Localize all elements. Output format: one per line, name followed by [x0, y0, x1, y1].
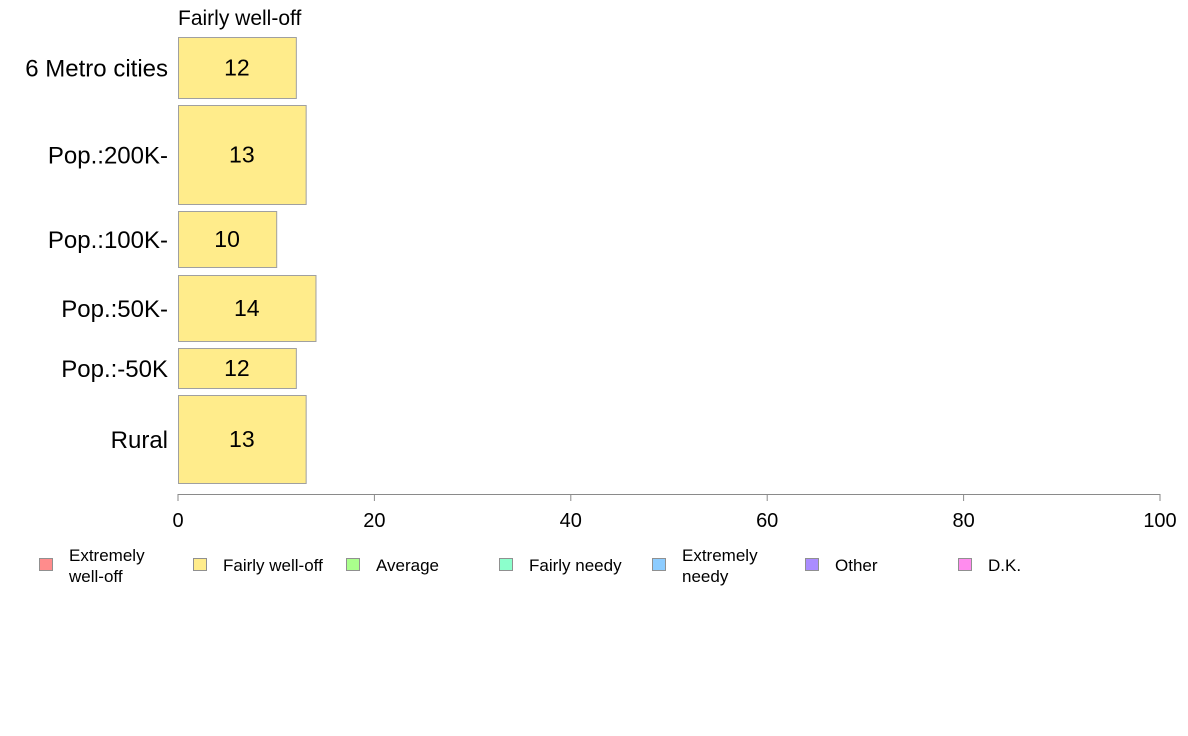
legend-swatch-1	[193, 558, 207, 571]
legend-swatch-5	[805, 558, 819, 571]
x-tick-label-0: 0	[172, 510, 183, 532]
legend-swatch-4	[652, 558, 666, 571]
legend-label-0-line-0: Extremely	[69, 546, 145, 565]
category-label-5: Rural	[111, 427, 168, 454]
legend-label-5: Other	[835, 556, 878, 575]
data-label-2: 10	[214, 226, 240, 252]
legend: Extremely well-off Fairly well-off Average F…	[39, 546, 1021, 586]
legend-label-0-line-1: well-off	[68, 567, 123, 586]
legend-label-4-line-1: needy	[682, 567, 729, 586]
x-tick-label-5: 100	[1143, 510, 1176, 532]
data-label-0: 12	[224, 55, 250, 81]
bar-1	[178, 105, 307, 205]
bar-3	[178, 275, 317, 342]
bar-5	[178, 395, 307, 484]
x-tick-label-4: 80	[952, 510, 974, 532]
data-label-5: 13	[229, 426, 255, 452]
x-tick-label-1: 20	[363, 510, 385, 532]
legend-label-1: Fairly well-off	[223, 556, 323, 575]
bar-0	[178, 37, 297, 99]
legend-swatch-3	[499, 558, 513, 571]
x-axis: 0 20 40 60 80 100	[172, 494, 1177, 532]
data-label-4: 12	[224, 355, 250, 381]
legend-swatch-0	[39, 558, 53, 571]
legend-label-4-line-0: Extremely	[682, 546, 758, 565]
legend-label-6: D.K.	[988, 556, 1021, 575]
bars-layer: 12 6 Metro cities 13 Pop.:200K- 10 Pop.:100K-…	[25, 37, 317, 484]
legend-label-2: Average	[376, 556, 439, 575]
bar-4	[178, 348, 297, 389]
bar-2	[178, 211, 278, 268]
data-label-3: 14	[234, 295, 260, 321]
category-label-1: Pop.:200K-	[48, 143, 168, 170]
data-label-1: 13	[229, 142, 255, 168]
category-label-2: Pop.:100K-	[48, 227, 168, 254]
x-tick-label-2: 40	[560, 510, 582, 532]
category-label-0: 6 Metro cities	[25, 56, 168, 83]
category-label-3: Pop.:50K-	[61, 296, 168, 323]
x-tick-label-3: 60	[756, 510, 778, 532]
legend-label-3: Fairly needy	[529, 556, 622, 575]
legend-swatch-2	[346, 558, 360, 571]
legend-swatch-6	[958, 558, 972, 571]
category-label-4: Pop.:-50K	[61, 356, 168, 383]
chart-title: Fairly well-off	[178, 7, 301, 30]
